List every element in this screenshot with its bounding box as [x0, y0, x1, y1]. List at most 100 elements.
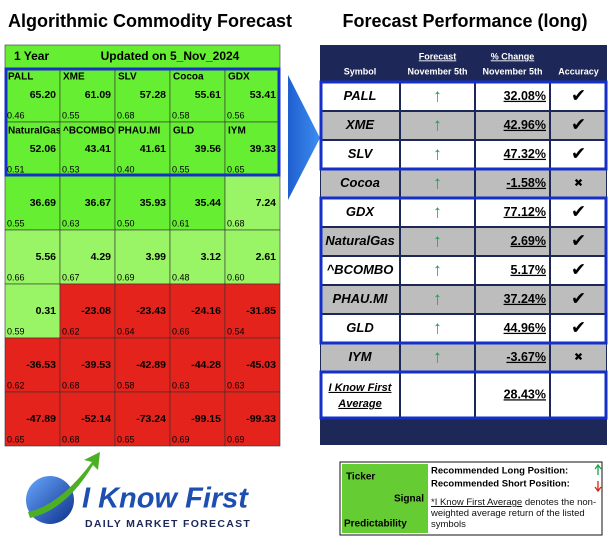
- cell-value: 5.56: [36, 251, 57, 263]
- cell-predictability: 0.68: [62, 380, 80, 390]
- grid-cell: [114, 121, 171, 177]
- cell-predictability: 0.48: [172, 272, 190, 282]
- cell-predictability: 0.68: [117, 110, 135, 120]
- legend-note: *I Know First Average denotes the non-we…: [431, 497, 599, 530]
- cell-value: 0.31: [36, 305, 57, 317]
- table-cell: [321, 83, 399, 110]
- grid-cell: [114, 67, 171, 123]
- cell-ticker: ^BCOMBO: [63, 126, 115, 137]
- forecast-grid: 1 Year Updated on 5_Nov_2024 PALL 65.20 0.…: [4, 44, 281, 447]
- row-accuracy: ✔: [571, 85, 586, 105]
- table-cell: [476, 199, 549, 226]
- row-change: -1.58%: [506, 176, 546, 190]
- cell-predictability: 0.63: [227, 380, 245, 390]
- group-outline: [319, 80, 608, 171]
- grid-cell: [59, 121, 116, 177]
- cell-predictability: 0.63: [62, 218, 80, 228]
- row-symbol: IYM: [348, 349, 372, 364]
- header-accuracy: Accuracy: [558, 66, 599, 76]
- grid-cell: [224, 229, 281, 285]
- cell-ticker: PHAU.MI: [118, 126, 160, 137]
- cell-ticker: SLV: [118, 72, 137, 83]
- table-cell: [551, 344, 606, 371]
- cell-predictability: 0.65: [227, 164, 245, 174]
- period: 1 Year: [14, 49, 49, 63]
- cell-value: 55.61: [195, 89, 221, 101]
- cell-value: 35.44: [195, 197, 221, 209]
- table-cell: [401, 141, 474, 168]
- row-symbol: XME: [345, 117, 375, 132]
- logo: I Know First DAILY MARKET FORECAST: [26, 452, 251, 530]
- cell-ticker: GDX: [228, 72, 250, 83]
- cell-predictability: 0.63: [172, 380, 190, 390]
- table-cell: [551, 170, 606, 197]
- cell-value: 4.29: [91, 251, 112, 263]
- row-change: 37.24%: [504, 292, 546, 306]
- cell-predictability: 0.50: [117, 218, 135, 228]
- cell-predictability: 0.65: [7, 434, 25, 444]
- table-cell: [321, 344, 399, 371]
- grid-cell: [4, 229, 61, 285]
- grid-cell: [4, 283, 61, 339]
- table-cell: [476, 286, 549, 313]
- grid-cell: [224, 175, 281, 231]
- grid-cell: [224, 391, 281, 447]
- cell-value: 36.67: [85, 197, 111, 209]
- grid-cell: [4, 337, 61, 393]
- row-change: 77.12%: [504, 205, 546, 219]
- legend-ticker: Ticker: [346, 472, 375, 483]
- cell-predictability: 0.55: [172, 164, 190, 174]
- cell-predictability: 0.56: [227, 110, 245, 120]
- cell-predictability: 0.54: [227, 326, 245, 336]
- legend-predictability: Predictability: [344, 519, 407, 530]
- cell-predictability: 0.62: [62, 326, 80, 336]
- table-cell: [401, 228, 474, 255]
- cell-value: -73.24: [136, 413, 166, 425]
- left-title: Algorithmic Commodity Forecast: [8, 11, 292, 31]
- cell-ticker: IYM: [228, 126, 246, 137]
- cell-value: -42.89: [136, 359, 166, 371]
- average-outline: [319, 370, 608, 420]
- table-cell: [321, 257, 399, 284]
- row-change: 5.17%: [511, 263, 546, 277]
- row-change: 44.96%: [504, 321, 546, 335]
- row-change: -3.67%: [506, 350, 546, 364]
- cell-predictability: 0.58: [172, 110, 190, 120]
- logo-tagline: DAILY MARKET FORECAST: [85, 518, 251, 530]
- table-cell: [401, 257, 474, 284]
- row-symbol: NaturalGas: [325, 233, 394, 248]
- header-change-date: November 5th: [482, 66, 542, 76]
- cell-value: 7.24: [256, 197, 277, 209]
- cell-predictability: 0.46: [7, 110, 25, 120]
- row-forecast: ↑: [433, 346, 442, 366]
- cell-predictability: 0.61: [172, 218, 190, 228]
- cell-ticker: PALL: [8, 72, 33, 83]
- cell-predictability: 0.69: [227, 434, 245, 444]
- grid-cell: [4, 391, 61, 447]
- grid-cell: [169, 121, 226, 177]
- cell-predictability: 0.60: [227, 272, 245, 282]
- cell-value: -23.43: [136, 305, 166, 317]
- row-accuracy: ✔: [571, 288, 586, 308]
- group-outline: [319, 196, 608, 345]
- table-cell: [551, 112, 606, 139]
- header-forecast: Forecast: [419, 51, 457, 61]
- row-symbol: Cocoa: [340, 175, 380, 190]
- row-symbol: PHAU.MI: [333, 291, 388, 306]
- grid-cell: [169, 175, 226, 231]
- table-cell: [321, 112, 399, 139]
- table-cell: [551, 286, 606, 313]
- long-arrow: [594, 463, 602, 475]
- table-cell: [401, 199, 474, 226]
- cell-predictability: 0.58: [117, 380, 135, 390]
- grid-cell: [169, 229, 226, 285]
- table-cell: [476, 373, 549, 417]
- table-cell: [476, 83, 549, 110]
- legend-long: Recommended Long Position:: [431, 466, 568, 477]
- header-forecast-date: November 5th: [407, 66, 467, 76]
- row-forecast: ↑: [433, 114, 442, 134]
- table-cell: [551, 83, 606, 110]
- cell-value: 39.56: [195, 143, 221, 155]
- grid-cell: [169, 67, 226, 123]
